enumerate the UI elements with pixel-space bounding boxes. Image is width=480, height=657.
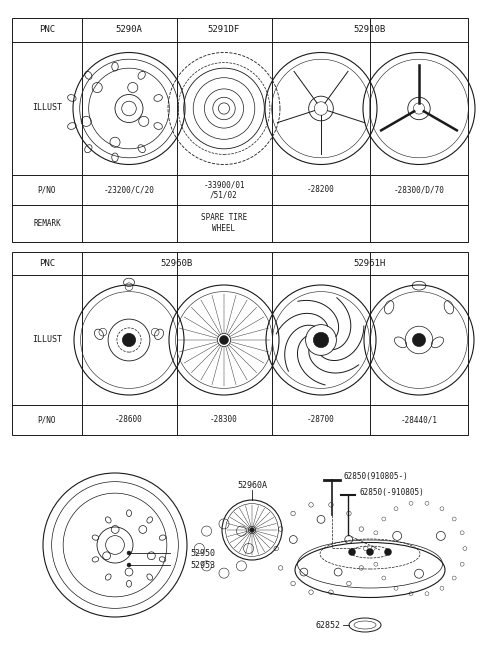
Circle shape: [249, 526, 256, 533]
Text: 62852: 62852: [315, 620, 340, 629]
Text: PNC: PNC: [39, 26, 55, 35]
Text: ILLUST: ILLUST: [32, 104, 62, 112]
Text: -23200/C/20: -23200/C/20: [104, 185, 155, 194]
Bar: [12, 252, 468, 435]
Circle shape: [384, 549, 392, 556]
Circle shape: [348, 549, 356, 556]
Text: -28600: -28600: [115, 415, 143, 424]
Text: P/NO: P/NO: [38, 185, 56, 194]
Text: ILLUST: ILLUST: [32, 336, 62, 344]
Text: PNC: PNC: [39, 258, 55, 267]
Circle shape: [367, 549, 373, 556]
Text: P/NO: P/NO: [38, 415, 56, 424]
Text: -28700: -28700: [307, 415, 335, 424]
Text: 52953: 52953: [190, 560, 215, 570]
Text: 52960B: 52960B: [161, 258, 193, 267]
Text: 52961H: 52961H: [354, 258, 386, 267]
Circle shape: [217, 333, 230, 347]
Circle shape: [250, 528, 254, 532]
Text: 52910B: 52910B: [354, 26, 386, 35]
Text: -28440/1: -28440/1: [400, 415, 437, 424]
Text: 52960A: 52960A: [237, 482, 267, 491]
Text: 52950: 52950: [190, 549, 215, 558]
Text: -28200: -28200: [307, 185, 335, 194]
Text: 5290A: 5290A: [116, 26, 143, 35]
Text: 62850(-910805): 62850(-910805): [360, 489, 425, 497]
Circle shape: [127, 551, 131, 555]
Text: 5291DF: 5291DF: [208, 26, 240, 35]
Circle shape: [122, 333, 135, 347]
Circle shape: [313, 332, 329, 348]
Text: -33900/01
/51/02: -33900/01 /51/02: [203, 180, 245, 200]
Bar: [12, 18, 468, 242]
Text: -28300: -28300: [210, 415, 238, 424]
Circle shape: [412, 333, 426, 347]
Text: REMARK: REMARK: [33, 219, 61, 227]
Circle shape: [127, 563, 131, 567]
Text: -28300/D/70: -28300/D/70: [394, 185, 444, 194]
Circle shape: [219, 336, 228, 344]
Text: 62850(910805-): 62850(910805-): [344, 472, 409, 480]
Text: SPARE TIRE
WHEEL: SPARE TIRE WHEEL: [201, 214, 247, 233]
